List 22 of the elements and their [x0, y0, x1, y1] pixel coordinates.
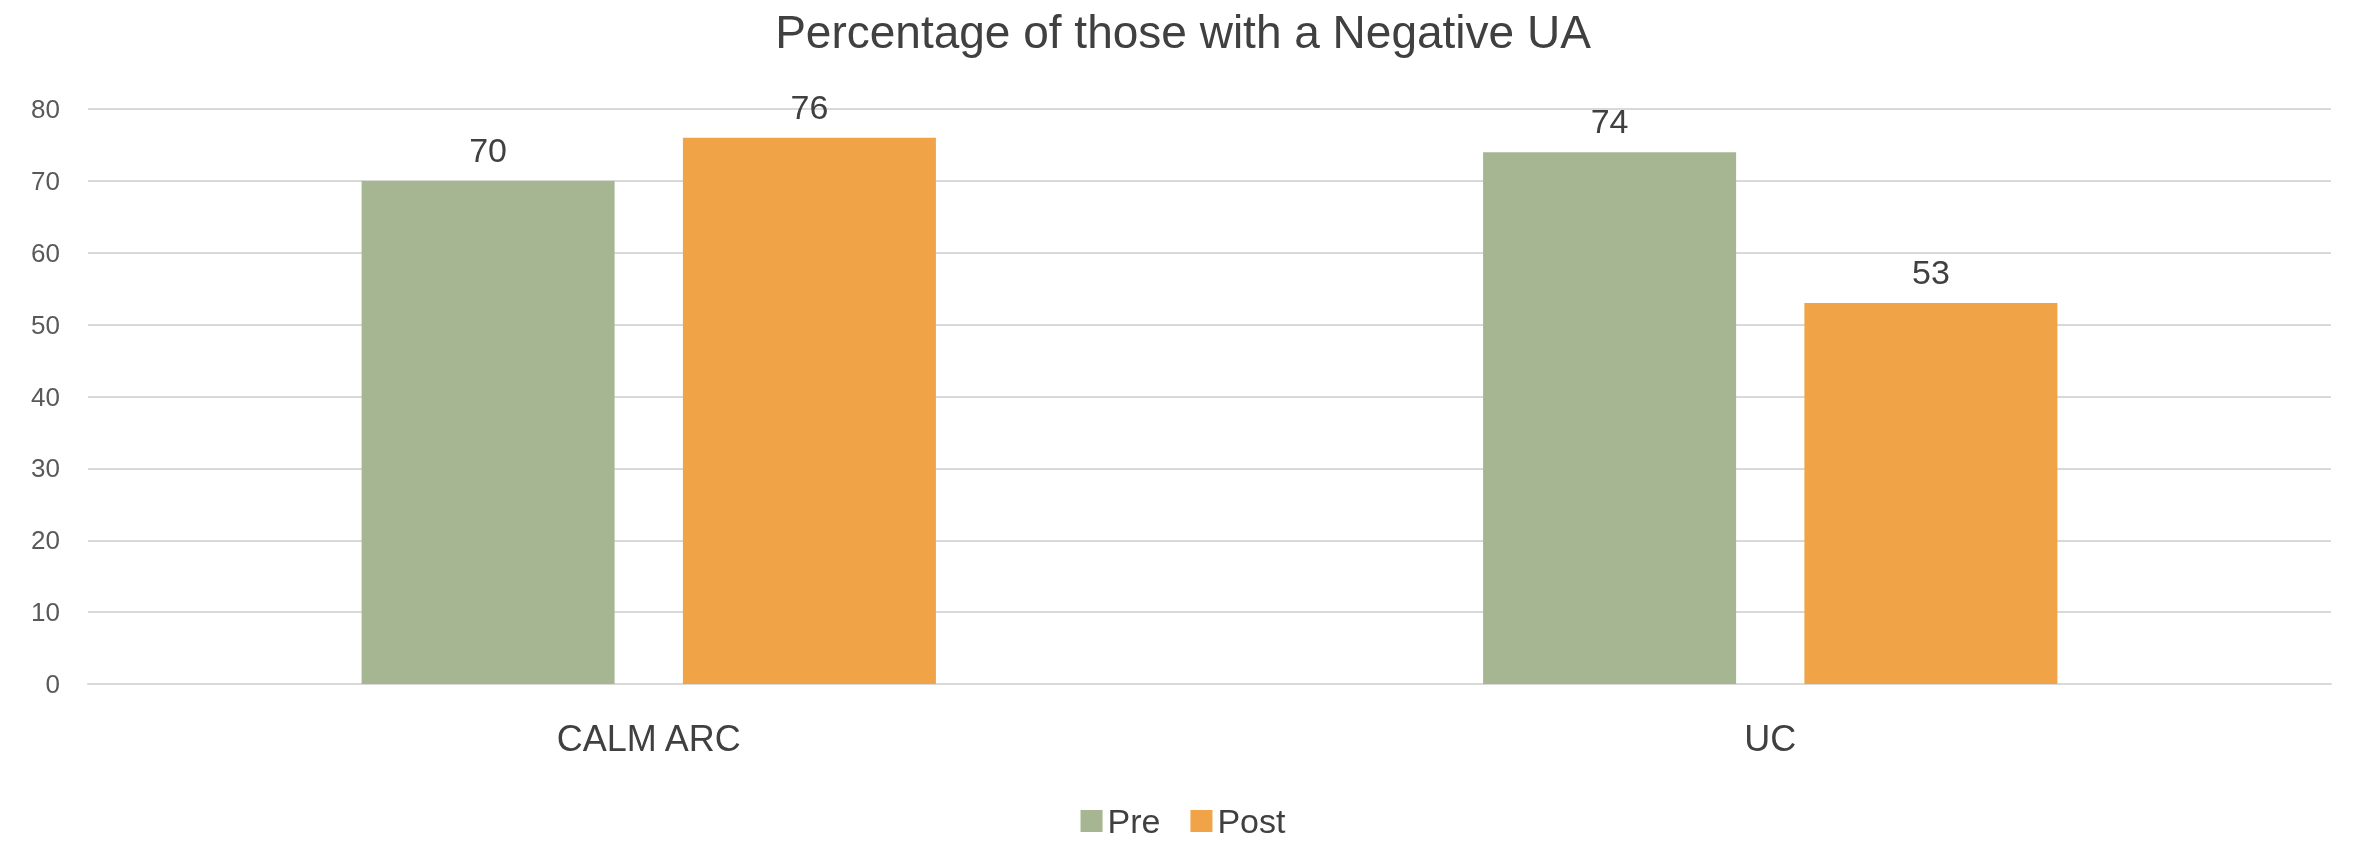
bar — [1804, 303, 2058, 684]
y-tick-label: 30 — [31, 453, 60, 484]
y-tick-label: 60 — [31, 237, 60, 268]
x-tick-label: UC — [1744, 717, 1797, 759]
y-tick-label: 80 — [31, 94, 60, 124]
y-tick-label: 0 — [45, 669, 60, 699]
legend-label: Post — [1217, 802, 1287, 840]
data-label: 76 — [790, 87, 829, 126]
y-tick-label: 40 — [31, 381, 60, 412]
y-tick-label: 20 — [31, 525, 60, 556]
chart-title: Percentage of those with a Negative UA — [775, 6, 1592, 58]
data-label: 74 — [1590, 102, 1629, 141]
y-tick-label: 10 — [31, 597, 60, 628]
data-label: 70 — [469, 130, 508, 169]
bar — [361, 180, 615, 684]
y-tick-label: 50 — [31, 309, 60, 340]
x-tick-label: CALM ARC — [556, 717, 741, 759]
bar — [682, 137, 936, 684]
y-tick-label: 70 — [31, 165, 60, 196]
data-label: 53 — [1911, 253, 1950, 292]
bar — [1483, 152, 1737, 684]
legend-label: Pre — [1107, 802, 1161, 840]
